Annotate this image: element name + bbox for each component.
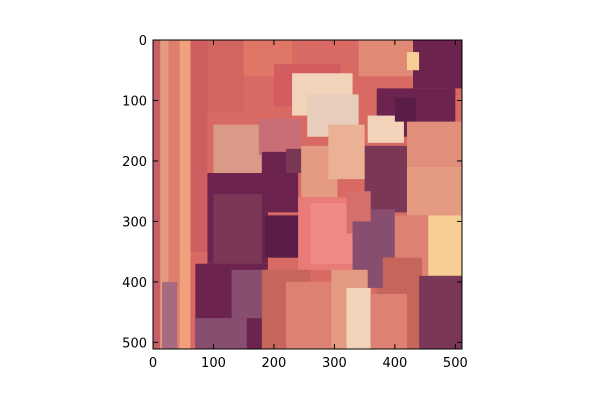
heatmap-patch [358,40,414,77]
heatmap-patch [264,215,302,258]
heatmap-patch [394,97,417,122]
heatmap-patch [153,40,161,349]
heatmap-patch [160,40,169,349]
heatmap-patch [413,40,462,89]
heatmap-patch [286,281,341,349]
heatmap-patch [370,293,407,349]
x-tick-label: 100 [201,356,226,371]
x-tick-label: 400 [382,356,407,371]
heatmap-patch [419,275,462,349]
x-tick-label: 300 [322,356,347,371]
y-tick-label: 200 [122,155,147,170]
heatmap-patch [213,194,262,267]
heatmap-patch [364,145,407,213]
y-tick-label: 0 [139,34,147,49]
y-axis: 0 100 200 300 400 500 [122,34,462,351]
y-tick-label: 400 [122,276,147,291]
x-tick-label: 200 [262,356,287,371]
heatmap-patch [168,40,180,349]
heatmap-patch [179,40,191,349]
heatmap-patch [406,166,462,216]
heatmap-patch [207,40,244,113]
heatmap-image [153,40,462,349]
heatmap-patch [328,124,365,180]
y-tick-label: 500 [122,336,147,351]
x-axis: 0 100 200 300 400 500 [149,40,468,371]
heatmap-patch [346,287,371,349]
x-tick-label: 0 [149,356,157,371]
heatmap-patch [406,121,462,167]
heatmap-patch [162,281,178,349]
y-tick-label: 100 [122,94,147,109]
heatmap-patch [190,40,208,252]
heatmap-patch [310,203,353,264]
y-tick-label: 300 [122,215,147,230]
x-tick-label: 500 [443,356,468,371]
heatmap-patch [195,318,247,349]
heatmap-patch [213,124,262,174]
plot-frame [152,39,463,350]
heatmap-patch [428,215,462,276]
heatmap-patch [406,52,420,71]
